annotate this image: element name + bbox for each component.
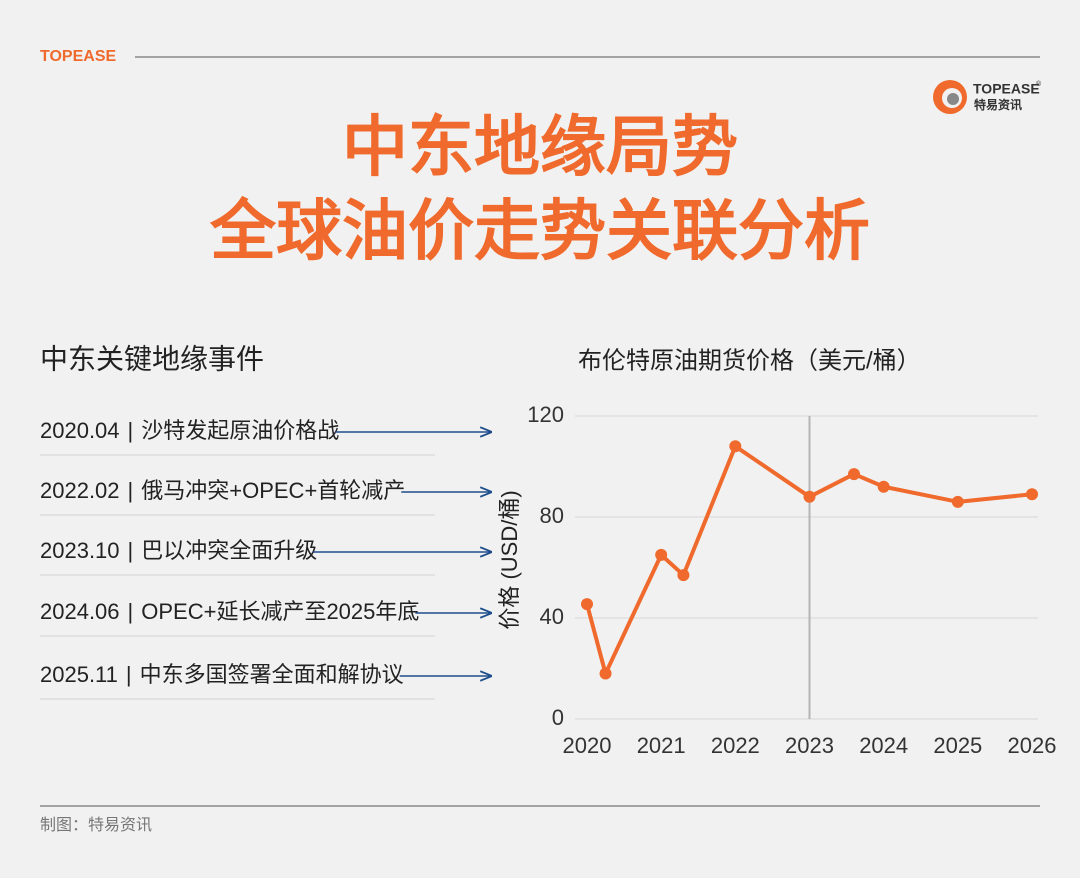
x-tick-label: 2022 xyxy=(711,733,760,758)
event-text: 俄马冲突+OPEC+首轮减产 xyxy=(141,478,405,503)
price-point xyxy=(951,495,964,508)
event-separator: | xyxy=(128,538,134,563)
y-tick-label: 80 xyxy=(540,503,564,528)
logo-sub: 特易资讯 xyxy=(974,97,1022,112)
event-text: 沙特发起原油价格战 xyxy=(141,418,339,443)
y-tick-label: 0 xyxy=(552,705,564,730)
event-row: 2024.06 | OPEC+延长减产至2025年底 xyxy=(40,599,419,624)
event-separator: | xyxy=(128,478,134,503)
events-heading: 中东关键地缘事件 xyxy=(40,343,264,374)
x-tick-label: 2023 xyxy=(785,733,834,758)
brand: TOPEASE xyxy=(40,48,117,65)
event-date: 2024.06 xyxy=(40,599,120,624)
event-date: 2022.02 xyxy=(40,478,120,503)
x-tick-label: 2020 xyxy=(563,733,612,758)
price-point xyxy=(581,598,593,611)
event-separator: | xyxy=(128,599,134,624)
logo: TOPEASE ® 特易资讯 xyxy=(933,80,1042,114)
price-line xyxy=(585,444,1033,676)
event-row: 2025.11 | 中东多国签署全面和解协议 xyxy=(40,662,404,687)
logo-name: TOPEASE xyxy=(973,81,1040,97)
event-text: 中东多国签署全面和解协议 xyxy=(140,662,404,687)
x-tick-label: 2021 xyxy=(637,733,686,758)
x-tick-label: 2024 xyxy=(859,733,908,758)
chart-title: 布伦特原油期货价格（美元/桶） xyxy=(578,347,921,374)
x-tick-label: 2025 xyxy=(933,733,982,758)
title-line: 全球油价走势关联分析 xyxy=(209,193,870,267)
logo-mark: ® xyxy=(1036,80,1042,88)
y-tick-label: 120 xyxy=(527,402,564,427)
event-date: 2025.11 xyxy=(40,662,118,687)
title-line: 中东地缘局势 xyxy=(342,109,738,183)
price-point xyxy=(803,490,816,503)
y-tick-label: 40 xyxy=(540,604,564,629)
y-axis-label: 价格 (USD/桶) xyxy=(497,490,522,629)
event-separator: | xyxy=(128,418,134,443)
event-date: 2023.10 xyxy=(40,538,120,563)
x-tick-label: 2026 xyxy=(1008,733,1057,758)
price-point xyxy=(877,480,890,493)
price-point xyxy=(848,468,860,481)
event-separator: | xyxy=(126,662,132,687)
event-row: 2023.10 | 巴以冲突全面升级 xyxy=(40,538,317,563)
price-point xyxy=(1026,488,1038,501)
price-point xyxy=(677,569,690,582)
footer: 制图：特易资讯 xyxy=(40,816,152,834)
price-point xyxy=(599,667,612,680)
event-text: OPEC+延长减产至2025年底 xyxy=(141,599,419,624)
event-date: 2020.04 xyxy=(40,418,120,443)
price-point xyxy=(655,548,668,561)
price-point xyxy=(729,440,742,453)
logo-core xyxy=(947,93,959,105)
event-row: 2020.04 | 沙特发起原油价格战 xyxy=(40,418,339,443)
event-row: 2022.02 | 俄马冲突+OPEC+首轮减产 xyxy=(40,478,405,503)
event-text: 巴以冲突全面升级 xyxy=(141,538,317,563)
